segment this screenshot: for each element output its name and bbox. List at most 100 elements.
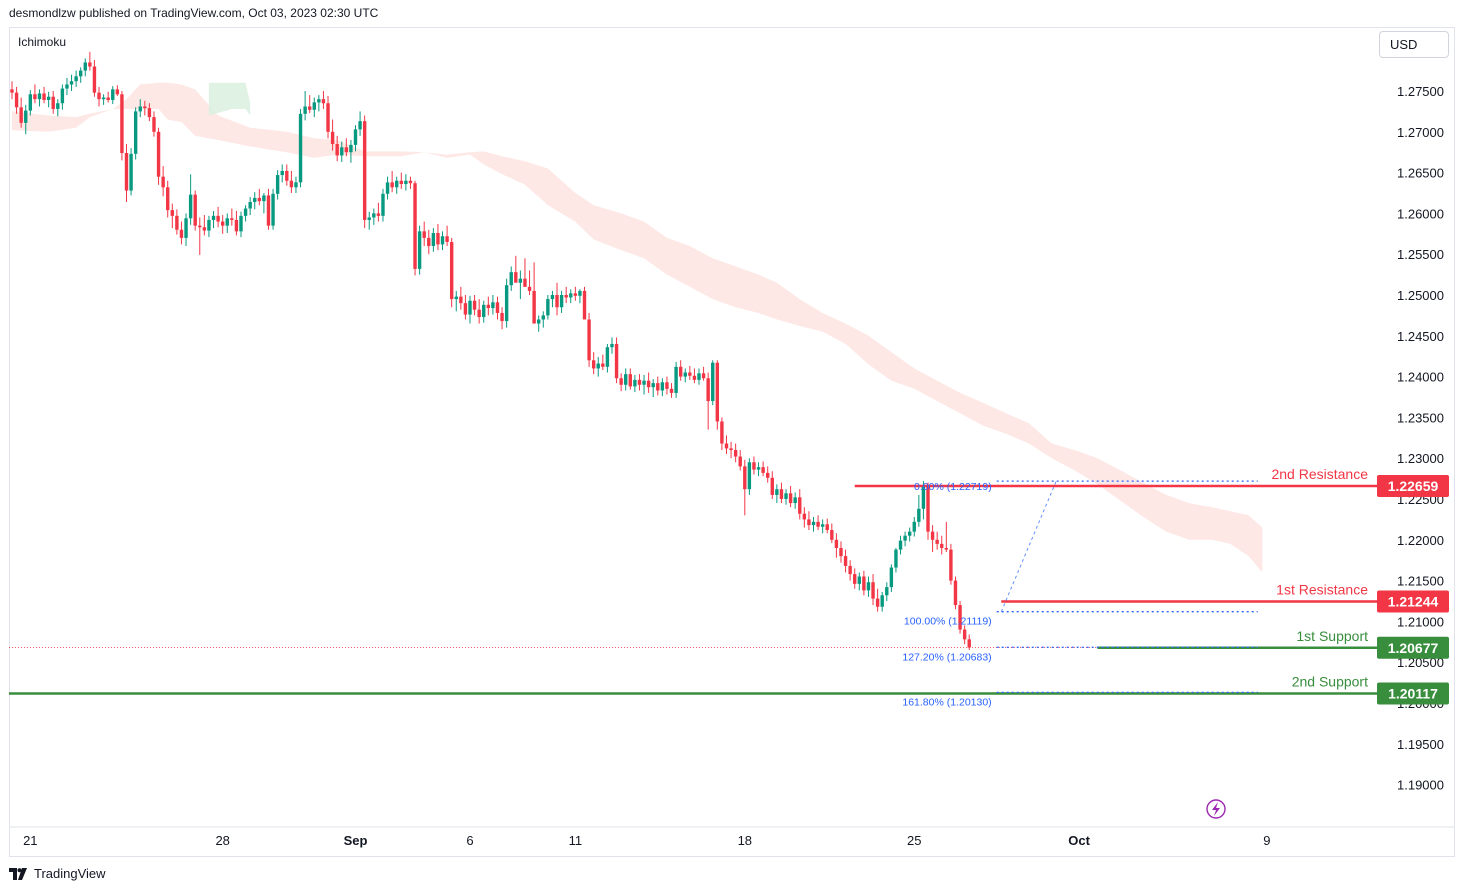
candle[interactable] [638, 374, 641, 390]
candle[interactable] [84, 58, 87, 76]
candle[interactable] [500, 307, 503, 329]
candle[interactable] [597, 357, 600, 377]
candle[interactable] [761, 461, 764, 476]
candle[interactable] [894, 548, 897, 572]
candle[interactable] [903, 532, 906, 547]
candle[interactable] [482, 301, 485, 323]
candle[interactable] [697, 368, 700, 384]
candle[interactable] [940, 536, 943, 555]
candle[interactable] [711, 360, 714, 405]
candle[interactable] [418, 226, 421, 275]
candle[interactable] [514, 256, 517, 283]
candle[interactable] [74, 71, 77, 87]
candle[interactable] [766, 466, 769, 482]
candle[interactable] [876, 589, 879, 612]
candle[interactable] [716, 360, 719, 429]
candle[interactable] [647, 373, 650, 393]
candle[interactable] [404, 174, 407, 190]
currency-button[interactable]: USD [1379, 31, 1449, 58]
candle[interactable] [729, 442, 732, 458]
candle[interactable] [349, 140, 352, 163]
candle[interactable] [835, 533, 838, 557]
candle[interactable] [322, 91, 325, 109]
candle[interactable] [52, 91, 55, 114]
candle[interactable] [569, 289, 572, 303]
candle[interactable] [175, 209, 178, 234]
candle[interactable] [812, 517, 815, 532]
candle[interactable] [93, 60, 96, 97]
candle[interactable] [423, 222, 426, 246]
candle[interactable] [706, 373, 709, 430]
candle[interactable] [432, 228, 435, 252]
candle[interactable] [542, 311, 545, 327]
candle[interactable] [189, 174, 192, 225]
candle[interactable] [459, 287, 462, 310]
candle[interactable] [409, 177, 412, 189]
candle[interactable] [496, 297, 499, 320]
candle[interactable] [134, 107, 137, 159]
candle[interactable] [619, 373, 622, 391]
candle[interactable] [656, 377, 659, 396]
candle[interactable] [455, 291, 458, 311]
candle[interactable] [784, 489, 787, 505]
candle[interactable] [152, 111, 155, 136]
candle[interactable] [844, 550, 847, 573]
candle[interactable] [949, 544, 952, 585]
candle[interactable] [441, 231, 444, 250]
candle[interactable] [652, 379, 655, 397]
candle[interactable] [235, 211, 238, 235]
candle[interactable] [33, 84, 36, 103]
candle[interactable] [180, 222, 183, 245]
candle[interactable] [157, 128, 160, 185]
candle[interactable] [161, 166, 164, 196]
candle[interactable] [853, 568, 856, 588]
candle[interactable] [720, 417, 723, 450]
candle[interactable] [702, 367, 705, 381]
candle[interactable] [395, 177, 398, 194]
candle[interactable] [477, 299, 480, 323]
candle[interactable] [848, 560, 851, 580]
footer-brand[interactable]: TradingView [9, 866, 106, 881]
candle[interactable] [523, 258, 526, 287]
candle[interactable] [290, 171, 293, 193]
candle[interactable] [88, 52, 91, 71]
candle[interactable] [830, 523, 833, 543]
candle[interactable] [505, 279, 508, 328]
candle[interactable] [574, 287, 577, 301]
lightning-icon[interactable] [1207, 800, 1225, 818]
candle[interactable] [560, 291, 563, 313]
candle[interactable] [881, 592, 884, 612]
candle[interactable] [693, 368, 696, 383]
candle[interactable] [166, 181, 169, 218]
candle[interactable] [326, 96, 329, 138]
candle[interactable] [564, 287, 567, 303]
candle[interactable] [491, 295, 494, 315]
candle[interactable] [358, 111, 361, 135]
candle[interactable] [262, 193, 265, 213]
fib-trend-line[interactable] [1001, 481, 1056, 612]
candle[interactable] [780, 483, 783, 503]
candle[interactable] [363, 115, 366, 228]
candle[interactable] [555, 283, 558, 316]
candle[interactable] [65, 78, 68, 95]
candle[interactable] [239, 212, 242, 237]
candle[interactable] [427, 230, 430, 254]
candle[interactable] [61, 84, 64, 109]
candle[interactable] [226, 213, 229, 233]
candle[interactable] [945, 522, 948, 552]
price-chart[interactable]: 0.00% (1.22719)100.00% (1.21119)127.20% … [0, 0, 1465, 893]
candle[interactable] [313, 98, 316, 118]
candle[interactable] [56, 99, 59, 116]
candle[interactable] [606, 344, 609, 373]
candle[interactable] [221, 215, 224, 234]
candle[interactable] [615, 337, 618, 383]
candle[interactable] [771, 471, 774, 499]
candle[interactable] [963, 625, 966, 644]
candle[interactable] [528, 271, 531, 295]
indicator-label[interactable]: Ichimoku [18, 35, 66, 49]
candle[interactable] [468, 296, 471, 324]
candle[interactable] [267, 189, 270, 230]
candle[interactable] [194, 191, 197, 231]
candle[interactable] [546, 295, 549, 319]
candle[interactable] [867, 577, 870, 597]
